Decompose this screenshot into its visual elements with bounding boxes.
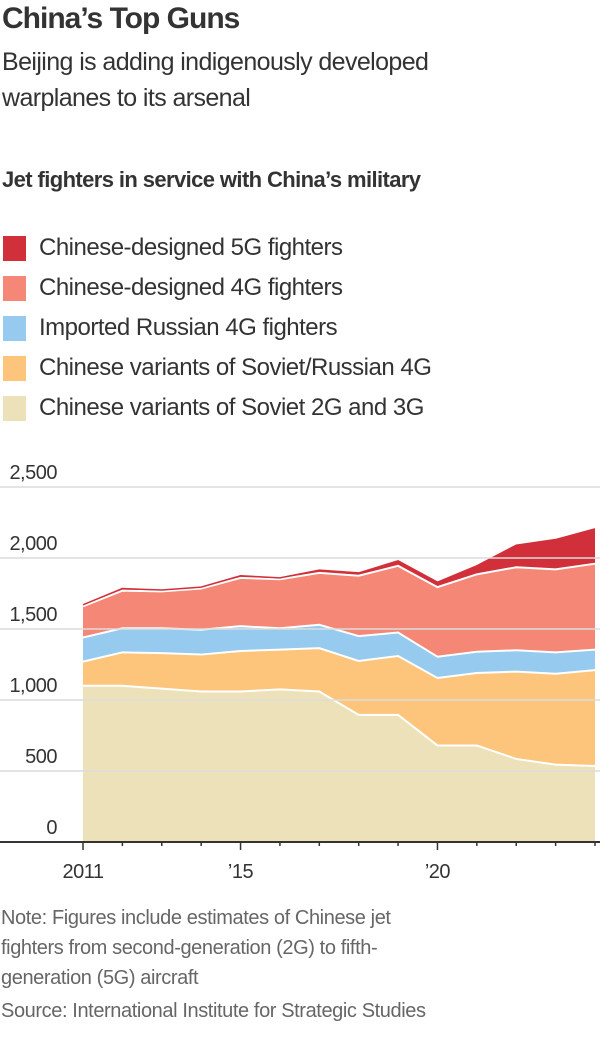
legend-item-variants-4g: Chinese variants of Soviet/Russian 4G [3,354,432,381]
legend-swatch [3,355,26,381]
y-tick-label: 0 [46,817,57,839]
source: Source: International Institute for Stra… [1,1000,426,1022]
x-tick-label: ’15 [228,861,254,883]
y-tick-label: 2,500 [9,462,57,484]
headline: China’s Top Guns [2,2,240,35]
y-tick-label: 1,500 [9,604,57,626]
y-tick-label: 1,000 [9,675,57,697]
legend-label: Chinese variants of Soviet 2G and 3G [39,394,424,421]
legend-item-5g: Chinese-designed 5G fighters [3,234,343,261]
legend-swatch [3,315,26,341]
area-series-0 [83,685,595,842]
top-outline [82,528,596,606]
y-tick-label: 500 [25,746,57,768]
area-series-3 [83,563,595,657]
legend-swatch [3,235,26,261]
series-boundary-3 [82,562,596,608]
series-boundary-1 [82,647,596,680]
y-tick-label: 2,000 [9,533,57,555]
area-series-2 [83,624,595,678]
legend-label: Imported Russian 4G fighters [39,314,338,341]
legend-item-imported-russian: Imported Russian 4G fighters [3,314,338,341]
note-line-3: generation (5G) aircraft [1,967,199,989]
legend-swatch [3,395,26,421]
subtitle-line-1: Beijing is adding indigenously developed [2,48,429,76]
x-tick-label: ’20 [425,861,451,883]
stacked-area-chart: 0 500 1,000 1,500 2,000 2,500 2011 ’15 ’20 [0,462,600,883]
legend-label: Chinese-designed 4G fighters [39,274,343,301]
legend-label: Chinese variants of Soviet/Russian 4G [39,354,432,381]
series-boundary-0 [83,684,596,768]
legend-item-variants-2g3g: Chinese variants of Soviet 2G and 3G [3,394,424,421]
note-line-1: Note: Figures include estimates of Chine… [1,907,391,929]
chart-title: Jet fighters in service with China’s mil… [2,167,421,192]
x-tick-label: 2011 [62,861,103,883]
legend-swatch [3,275,26,301]
legend-label: Chinese-designed 5G fighters [39,234,343,261]
area-series-1 [83,648,595,767]
legend-item-4g-chinese: Chinese-designed 4G fighters [3,274,343,301]
area-series-4 [83,528,595,607]
note-line-2: fighters from second-generation (2G) to … [1,937,378,959]
subtitle-line-2: warplanes to its arsenal [2,84,251,112]
